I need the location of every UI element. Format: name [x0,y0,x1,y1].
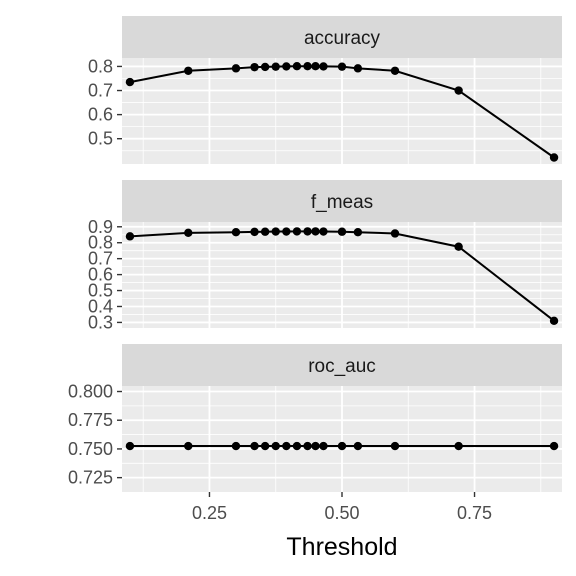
y-tick-label: 0.8 [88,56,113,76]
data-point [549,153,559,162]
panels-layer: accuracy0.50.60.70.8f_meas0.30.40.50.60.… [68,16,562,492]
data-point [292,441,302,451]
x-tick-label: 0.25 [192,503,227,523]
y-tick-label: 0.725 [68,468,113,488]
data-point [353,228,363,237]
strip-label-roc_auc: roc_auc [308,356,376,377]
data-point [260,441,270,451]
data-point [231,228,241,237]
y-tick-label: 0.5 [88,281,113,301]
y-tick-label: 0.800 [68,382,113,402]
x-axis: 0.25 0.50 0.75 [192,492,492,523]
data-point [390,66,400,75]
x-tick-label: 0.75 [457,503,492,523]
y-tick-label: 0.7 [88,249,113,269]
data-point [353,64,363,73]
data-point [303,227,312,236]
series-line-f_meas [129,230,555,322]
data-point [353,441,363,451]
strip-label-f_meas: f_meas [311,192,373,213]
y-tick-label: 0.775 [68,410,113,430]
strip-background [122,180,562,222]
x-tick-label: 0.50 [324,503,359,523]
data-point [292,61,302,71]
strip-background [122,16,562,58]
data-point [292,227,302,236]
data-point [184,228,193,238]
data-point [319,441,328,451]
y-tick-label: 0.9 [88,217,113,237]
strip-background [122,344,562,386]
data-point [337,227,347,236]
data-point [231,441,241,451]
data-point [125,232,135,241]
x-axis-title: Threshold [286,533,397,561]
data-point [549,316,559,326]
data-point [311,441,320,451]
data-point [271,227,280,236]
data-point [549,441,559,451]
data-point [303,441,312,451]
y-tick-label: 0.4 [88,296,113,316]
data-point [454,441,463,451]
data-point [260,227,270,236]
data-point [390,441,400,451]
y-tick-label: 0.6 [88,105,113,125]
data-point [250,441,259,451]
data-point [282,62,291,71]
data-point [319,227,328,236]
y-tick-label: 0.8 [88,233,113,253]
strip-label-accuracy: accuracy [304,28,381,49]
data-point [454,86,463,95]
data-point [311,61,320,71]
series-line-accuracy [129,65,555,159]
data-point [250,62,259,72]
data-point [454,242,463,251]
data-point [271,441,280,451]
panel-accuracy: accuracy 0.5 0.6 0.7 0.8 [88,16,562,164]
y-tick-label: 0.750 [68,439,113,459]
data-point [282,227,291,236]
y-tick-label: 0.3 [88,312,113,332]
y-tick-label: 0.5 [88,129,113,149]
data-point [282,441,291,451]
data-point [125,441,135,451]
data-point [184,66,193,75]
data-point [337,441,347,451]
data-point [125,77,135,87]
data-point [184,441,193,451]
panel-f_meas: f_meas 0.30.40.50.60.70.80.9 [88,180,562,332]
y-tick-label: 0.7 [88,81,113,101]
data-point [390,229,400,238]
data-point [311,227,320,236]
data-point [319,62,328,71]
data-point [303,61,312,71]
data-point [260,62,270,72]
data-point [271,62,280,71]
panel-roc_auc: roc_auc 0.725 0.750 0.775 0.800 [68,344,562,492]
y-tick-label: 0.6 [88,265,113,285]
data-point [231,64,241,73]
data-point [337,62,347,71]
data-point [250,227,259,237]
